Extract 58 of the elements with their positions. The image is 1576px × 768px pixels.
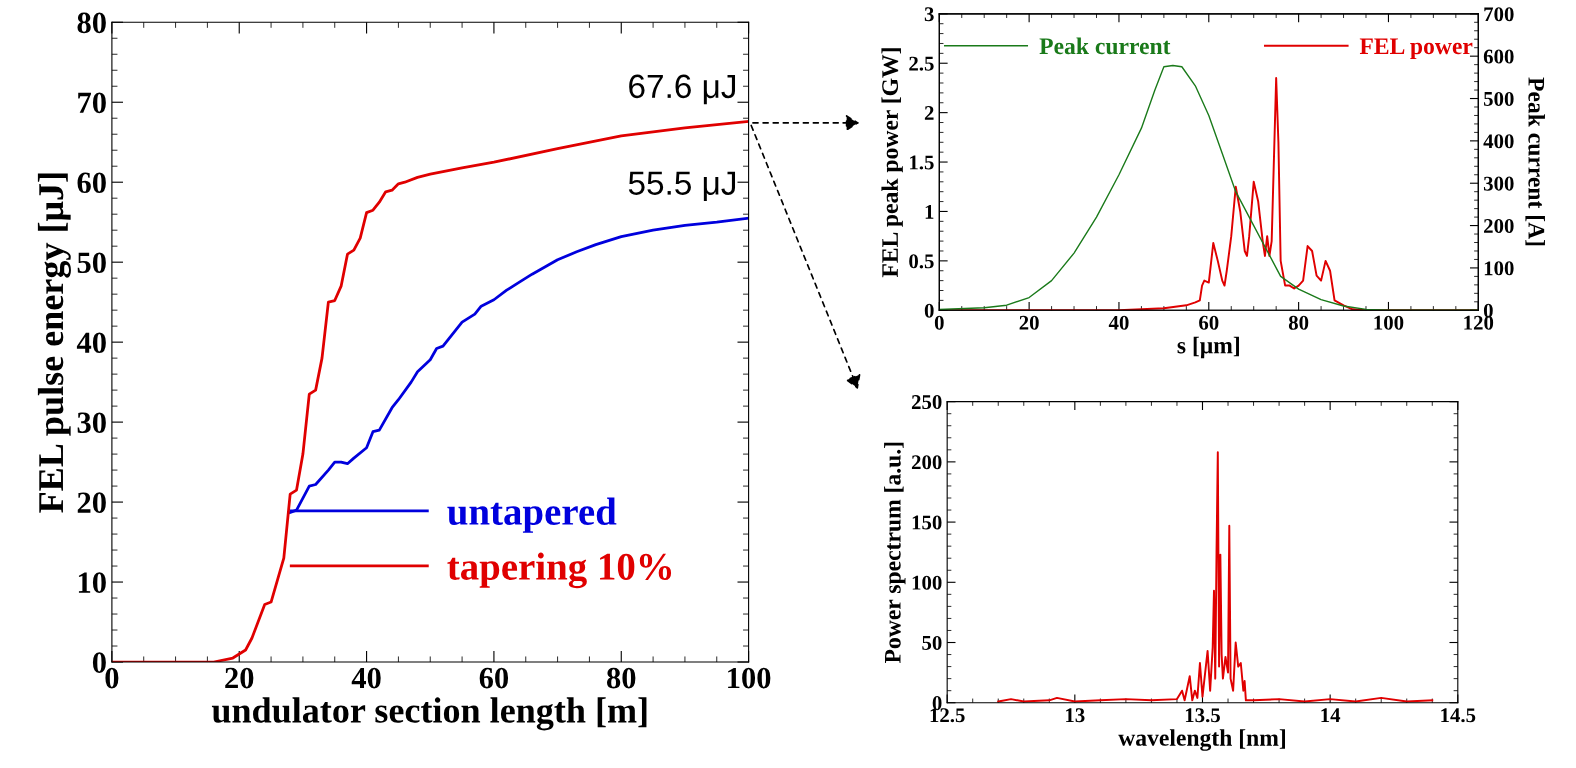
y-axis-title: FEL peak power [GW] xyxy=(881,48,903,278)
line-series xyxy=(997,451,1434,703)
y-tick-label: 1 xyxy=(925,204,934,219)
y-tick-label: 80 xyxy=(77,12,106,34)
x-tick-label: 14 xyxy=(1321,708,1341,723)
x-tick-label: 20 xyxy=(225,667,254,689)
y-tick-label: 70 xyxy=(78,92,106,114)
annotation: 55.5 μJ xyxy=(628,171,736,202)
y-tick-label: 20 xyxy=(77,492,106,513)
x-axis-title: undulator section length [m] xyxy=(211,697,647,731)
x-tick-label: 60 xyxy=(1199,315,1219,330)
y2-tick-label: 100 xyxy=(1484,261,1514,276)
y-axis-title: FEL pulse energy [μJ] xyxy=(37,173,71,513)
y-tick-label: 100 xyxy=(912,575,942,590)
legend-label: FEL power xyxy=(1359,38,1473,59)
legend-label: tapering 10% xyxy=(447,552,672,589)
y-tick-label: 2 xyxy=(924,106,934,120)
y2-tick-label: 500 xyxy=(1483,91,1514,106)
annotation: 67.6 μJ xyxy=(629,74,736,105)
y-tick-label: 0 xyxy=(924,303,934,318)
x-tick-label: 60 xyxy=(479,667,509,689)
y-tick-label: 50 xyxy=(922,635,942,650)
x-tick-label: 100 xyxy=(728,667,771,689)
x-tick-label: 12.5 xyxy=(930,708,965,723)
y2-tick-label: 300 xyxy=(1483,176,1514,191)
x-tick-label: 40 xyxy=(351,667,381,689)
y-tick-label: 10 xyxy=(78,572,106,593)
y-tick-label: 0 xyxy=(92,652,106,673)
y-tick-label: 3 xyxy=(924,7,934,22)
y-tick-label: 40 xyxy=(76,332,106,354)
x-tick-label: 20 xyxy=(1019,315,1039,330)
x-tick-label: 80 xyxy=(607,667,636,689)
y-tick-label: 0 xyxy=(932,696,942,711)
legend-label: Peak current xyxy=(1039,37,1171,55)
x-axis-title: wavelength [nm] xyxy=(1118,729,1286,751)
y-tick-label: 250 xyxy=(911,395,942,410)
x-tick-label: 13 xyxy=(1066,708,1085,723)
legend-label: untapered xyxy=(447,497,617,533)
y-tick-label: 50 xyxy=(77,252,106,274)
y-tick-label: 200 xyxy=(911,455,942,470)
x-tick-label: 13.5 xyxy=(1185,708,1220,723)
y-tick-label: 2.5 xyxy=(909,56,934,71)
x-tick-label: 80 xyxy=(1288,315,1309,330)
y2-axis-title: Peak current [A] xyxy=(1525,77,1545,246)
y2-tick-label: 400 xyxy=(1483,134,1514,149)
y-tick-label: 150 xyxy=(912,515,942,530)
y-tick-label: 60 xyxy=(77,172,106,194)
y-tick-label: 0.5 xyxy=(909,254,934,269)
y-tick-label: 1.5 xyxy=(910,155,934,170)
y-axis-title: Power spectrum [a.u.] xyxy=(884,442,906,664)
x-tick-label: 14.5 xyxy=(1441,708,1476,723)
x-tick-label: 40 xyxy=(1108,315,1129,330)
y-tick-label: 30 xyxy=(77,412,106,434)
y2-tick-label: 600 xyxy=(1483,49,1514,64)
y2-tick-label: 200 xyxy=(1484,218,1514,234)
x-axis-title: s [μm] xyxy=(1177,336,1239,359)
y2-tick-label: 700 xyxy=(1484,7,1514,22)
x-tick-label: 100 xyxy=(1374,315,1404,330)
